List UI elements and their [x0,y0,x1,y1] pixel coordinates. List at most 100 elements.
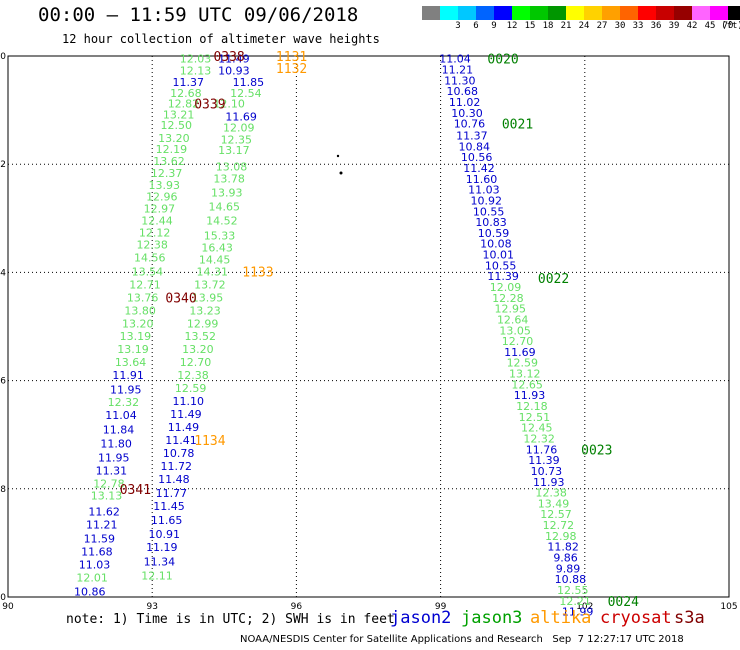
swh-value: 11.34 [144,555,176,568]
lon-tick-label: 93 [146,602,157,612]
lat-tick-label: -12 [0,160,6,170]
swh-value: 9.86 [553,552,578,565]
swh-value: 12.70 [502,335,534,348]
swh-value: 11.04 [439,53,471,66]
swh-value: 13.64 [115,356,147,369]
swh-value: 10.83 [475,216,507,229]
swh-value: 12.97 [144,203,176,216]
swh-value: 14.45 [199,253,231,266]
swh-value: 11.65 [151,514,183,527]
swh-value: 12.28 [492,292,524,305]
swh-value: 12.01 [76,572,108,585]
pass-time-label: 0020 [487,53,518,68]
swh-value: 11.04 [105,409,137,422]
lon-tick-label: 99 [435,602,447,612]
page-title: 00:00 – 11:59 UTC 09/06/2018 [38,4,359,26]
legend-altika: altika [530,608,592,628]
legend-tick-label: 36 [650,21,662,31]
swh-value: 10.08 [480,238,512,251]
lat-tick-label: -18 [0,485,6,495]
swh-value: 12.95 [495,303,527,316]
swh-value: 11.49 [170,408,202,421]
swh-value: 12.72 [543,519,575,532]
lat-tick-label: -14 [0,268,6,278]
legend-swatch [458,6,476,20]
swh-value: 13.21 [163,108,195,121]
swh-value: 12.32 [523,432,555,445]
swh-value: 13.54 [132,265,164,278]
swh-value: 12.03 [180,53,212,66]
swh-value: 11.10 [173,395,205,408]
swh-value: 13.93 [211,186,243,199]
swh-value: 10.55 [485,259,517,272]
island-marks [336,154,343,175]
swh-value: 12.59 [507,357,539,370]
swh-value: 12.18 [516,400,548,413]
swh-value: 11.02 [449,96,481,109]
swh-value: 12.11 [141,569,173,582]
swh-value: 10.76 [454,118,486,131]
lon-tick-label: 102 [576,602,593,612]
legend-tick-label: 27 [596,21,608,31]
swh-value: 14.56 [134,251,166,264]
swh-value: 10.88 [555,573,587,586]
pass-time-label: 0339 [194,98,225,113]
swh-value: 11.77 [156,487,188,500]
legend-tick-label: 33 [632,21,644,31]
swh-value: 11.95 [98,451,130,464]
swh-value: 12.65 [511,378,543,391]
swh-value: 11.48 [158,473,190,486]
swh-value: 11.60 [466,173,498,186]
swh-value: 10.84 [458,140,490,153]
swh-value: 12.51 [519,411,551,424]
pass-time-label: 1134 [194,434,225,449]
swh-value: 12.38 [535,487,567,500]
swh-value: 12.70 [180,356,212,369]
legend-swatch [584,6,602,20]
swh-value: 12.50 [160,119,192,132]
legend-swatch [710,6,728,20]
legend-swatch [638,6,656,20]
pass-time-label: 0340 [165,291,196,306]
lon-tick-label: 90 [2,602,14,612]
swh-value: 13.95 [192,291,224,304]
swh-value: 12.78 [93,477,125,490]
swh-value: 11.85 [233,76,265,89]
swh-value: 14.52 [206,214,238,227]
swh-value: 13.20 [158,132,190,145]
legend-jason2: jason2 [390,608,452,628]
swh-value: 12.09 [490,281,522,294]
legend-swatch [692,6,710,20]
swh-value: 12.45 [521,422,553,435]
swh-value: 10.78 [163,447,195,460]
page-subtitle: 12 hour collection of altimeter wave hei… [62,32,380,46]
legend-swatch [494,6,512,20]
altimeter-tracks: 12.03 11.49 12.13 10.93 11.37 11.85 12.68 12.54… [74,50,639,619]
swh-value: 12.59 [175,382,207,395]
swh-value: 10.56 [461,151,493,164]
legend-swatch [512,6,530,20]
swh-value: 11.80 [100,437,132,450]
swh-value: 13.12 [509,368,541,381]
legend-tick-label: 3 [455,21,461,31]
swh-value: 11.93 [514,389,546,402]
swh-value: 14.31 [197,265,229,278]
swh-value: 12.57 [540,508,572,521]
swh-value: 11.49 [168,421,200,434]
swh-value: 10.59 [478,227,510,240]
swh-value: 12.21 [559,595,591,608]
swh-value: 11.30 [444,74,476,87]
swh-value: 9.89 [556,562,581,575]
legend-cryosat: cryosat [600,608,672,628]
swh-value: 11.03 [79,559,111,572]
island-dot [336,154,340,158]
swh-value: 11.95 [110,383,142,396]
swh-value: 11.49 [218,53,250,66]
swh-value: 11.19 [146,541,178,554]
swh-value: 12.71 [129,278,161,291]
swh-value: 10.55 [473,205,505,218]
swh-value: 13.13 [91,489,123,502]
swh-value: 11.39 [528,454,560,467]
legend-tick-label: 6 [473,21,479,31]
swh-value: 11.59 [84,533,116,546]
